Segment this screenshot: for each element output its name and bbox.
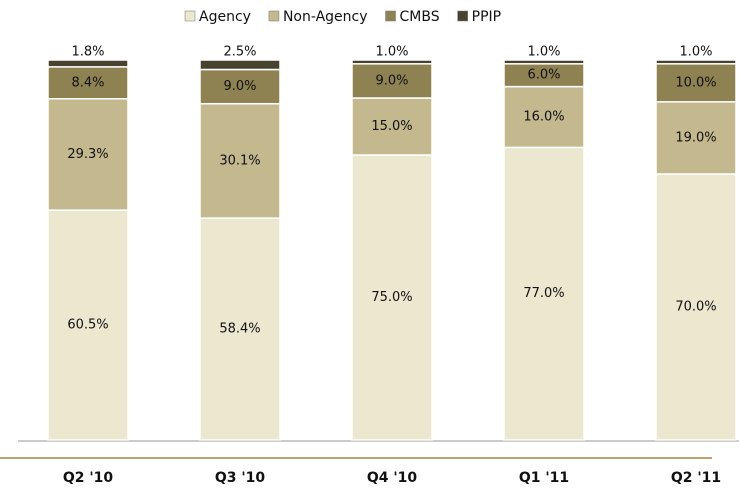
- value-label: 77.0%: [523, 286, 564, 301]
- x-tick-label: Q1 '11: [519, 470, 569, 486]
- legend-swatch: [184, 10, 196, 22]
- value-label: 60.5%: [67, 318, 108, 333]
- value-label: 70.0%: [675, 300, 716, 315]
- value-label: 58.4%: [219, 322, 260, 337]
- legend-swatch: [457, 10, 468, 22]
- bar-segment: [655, 59, 737, 65]
- bar-segment: [351, 97, 433, 156]
- x-tick-label: Q4 '10: [367, 470, 418, 486]
- legend-label: PPIP: [472, 9, 501, 25]
- x-tick-label: Q2 '10: [63, 470, 114, 486]
- legend-swatch: [385, 10, 396, 22]
- bar-segment: [503, 85, 585, 149]
- bar-segment: [199, 217, 281, 441]
- bar-segment: [655, 101, 737, 175]
- value-label: 1.0%: [375, 45, 408, 60]
- bar-segment: [47, 209, 129, 441]
- value-label: 10.0%: [675, 75, 716, 90]
- bar-segment: [47, 66, 129, 100]
- value-label: 8.4%: [71, 75, 104, 90]
- bar-segment: [351, 59, 433, 65]
- bar-segment: [503, 59, 585, 65]
- value-label: 29.3%: [67, 147, 108, 162]
- value-label: 1.0%: [527, 45, 560, 60]
- bar-segment: [199, 59, 281, 71]
- value-label: 2.5%: [223, 45, 256, 60]
- legend-swatch: [268, 10, 280, 22]
- value-label: 6.0%: [527, 68, 560, 83]
- bar-segment: [351, 154, 433, 441]
- legend-label: CMBS: [400, 9, 440, 25]
- x-tick-label: Q3 '10: [215, 470, 266, 486]
- value-label: 19.0%: [675, 130, 716, 145]
- value-label: 1.0%: [679, 45, 712, 60]
- bar-segment: [199, 68, 281, 105]
- bar-segment: [655, 173, 737, 441]
- x-tick-label: Q2 '11: [671, 470, 721, 486]
- value-label: 15.0%: [371, 119, 412, 134]
- bar-segment: [351, 63, 433, 99]
- bar-segment: [655, 63, 737, 103]
- legend-label: Non-Agency: [283, 9, 368, 25]
- value-label: 30.1%: [219, 153, 260, 168]
- bar-segment: [199, 102, 281, 219]
- legend-label: Agency: [199, 9, 251, 25]
- value-label: 16.0%: [523, 110, 564, 125]
- value-label: 75.0%: [371, 290, 412, 305]
- bar-segment: [47, 59, 129, 68]
- value-label: 9.0%: [375, 73, 408, 88]
- value-label: 9.0%: [223, 79, 256, 94]
- value-label: 1.8%: [71, 45, 104, 60]
